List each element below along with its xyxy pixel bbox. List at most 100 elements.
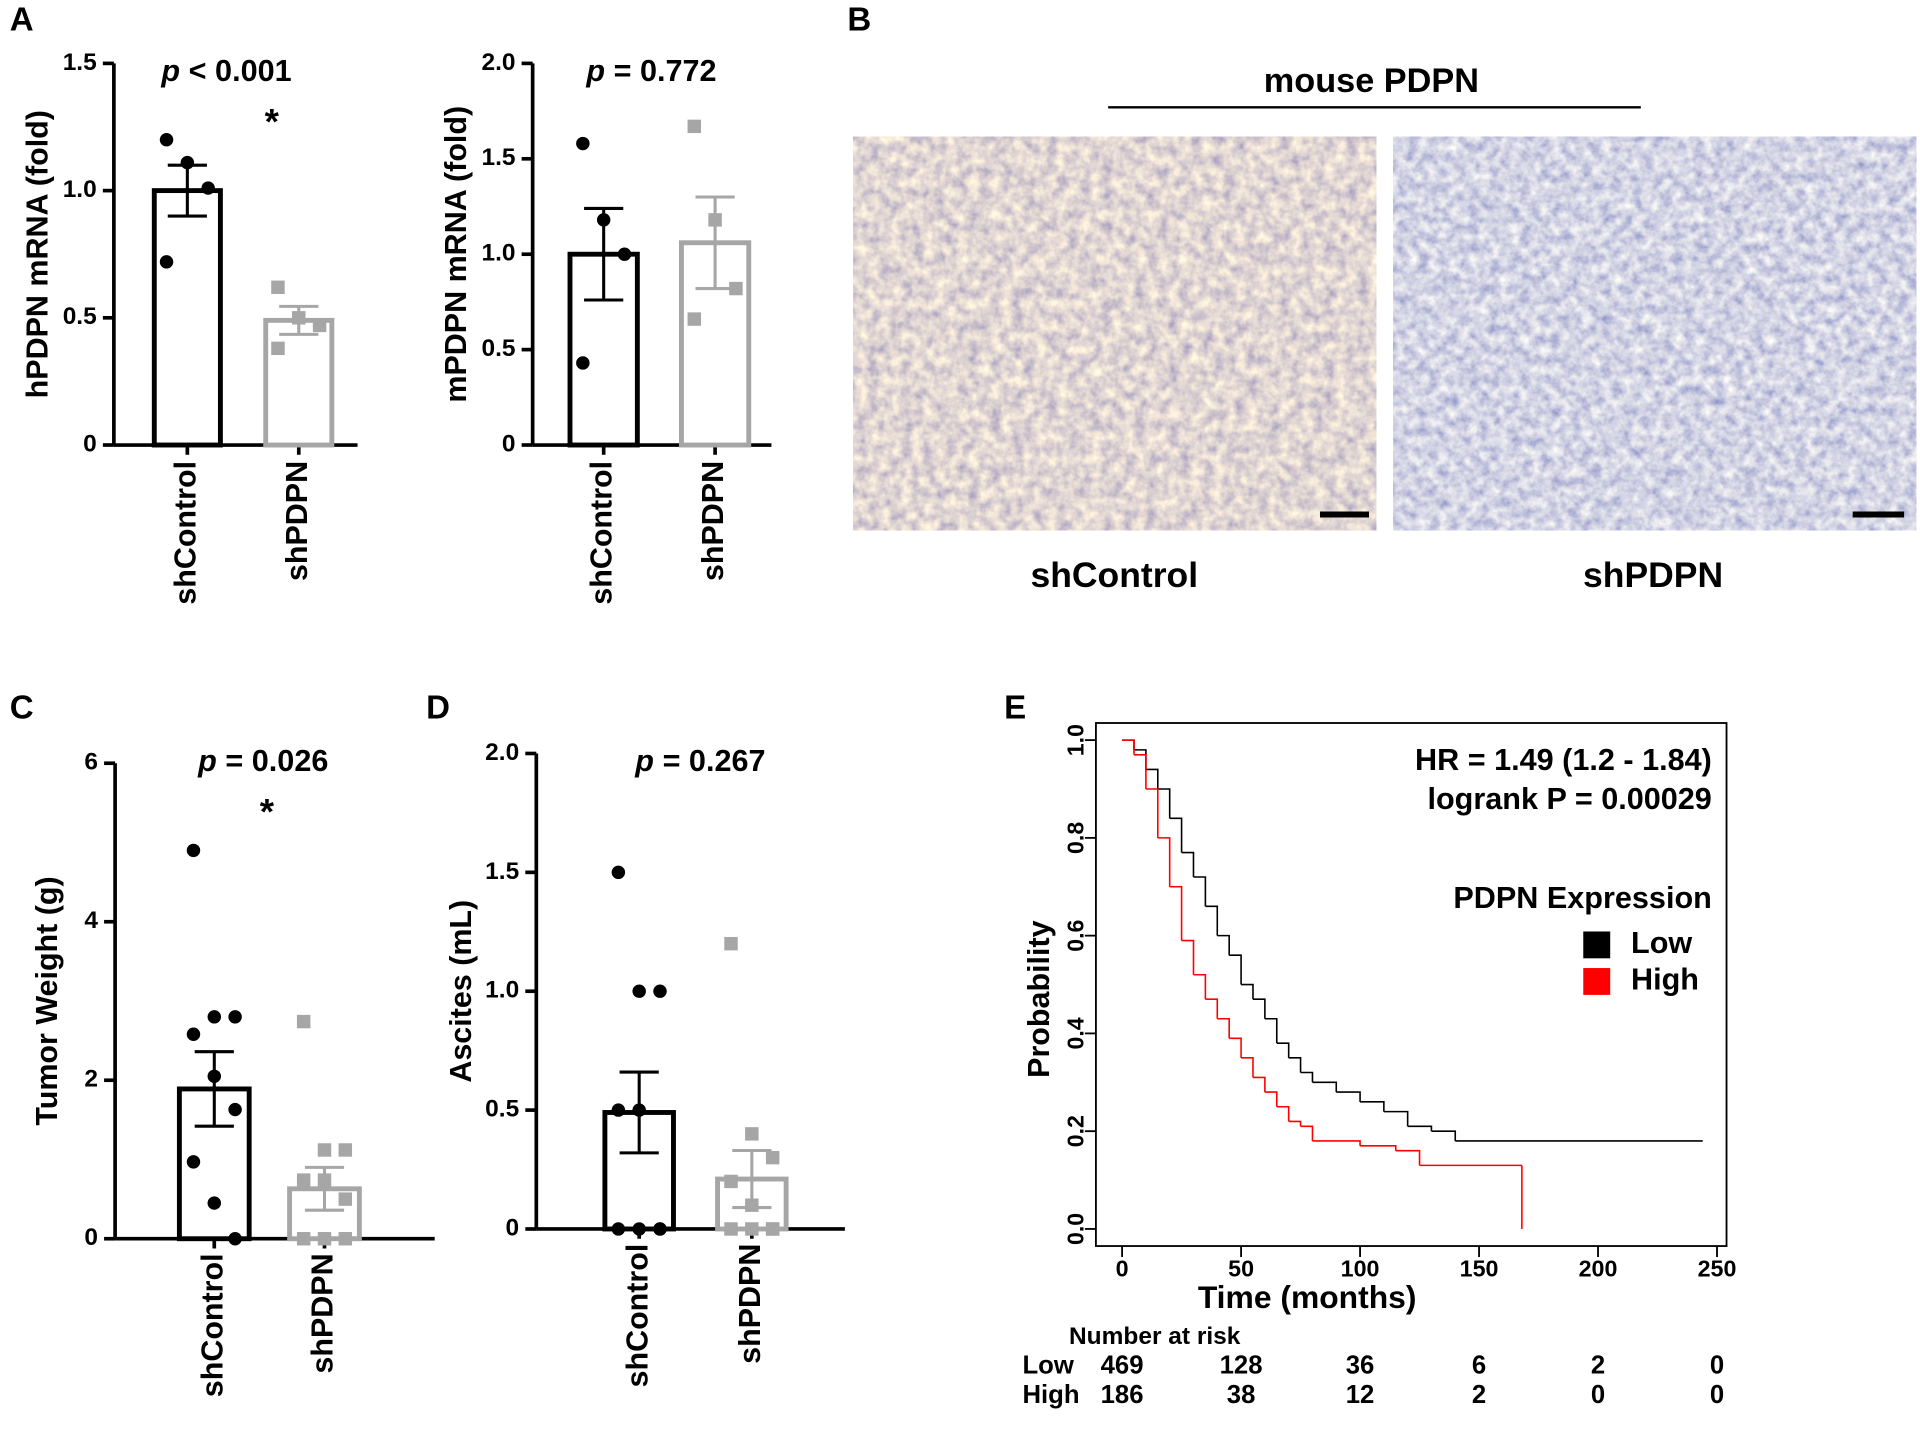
survival-step (1205, 905, 1219, 936)
y-axis-label: Ascites (mL) (444, 900, 478, 1083)
y-tick-label: 0 (506, 1214, 520, 1241)
data-point (180, 155, 195, 170)
y-axis-label: mPDPN mRNA (fold) (439, 106, 473, 403)
survival-step (1145, 768, 1159, 789)
stat-symbol: p (634, 744, 654, 778)
data-point (186, 1155, 201, 1169)
x-tick-label: 100 (1341, 1256, 1380, 1282)
survival-step (1217, 1017, 1230, 1039)
survival-step (1229, 1037, 1242, 1058)
survival-step (1312, 1081, 1338, 1093)
y-tick-label: 2.0 (485, 739, 519, 766)
data-point (745, 1127, 759, 1141)
data-point (317, 1232, 332, 1246)
legend-swatch (1583, 931, 1611, 959)
stat-label: p = 0.267 (634, 744, 765, 778)
significance: * (265, 101, 280, 142)
data-point (338, 1143, 353, 1157)
data-point (228, 1010, 242, 1024)
y-tick-label: 0.2 (1063, 1115, 1089, 1147)
x-tick-label: 50 (1228, 1256, 1254, 1282)
x-axis-label: Time (months) (1198, 1279, 1417, 1315)
y-tick-label: 1.5 (481, 144, 515, 171)
y-tick-label: 0.5 (63, 303, 97, 330)
y-tick-label: 1.5 (63, 49, 97, 76)
risk-count: 0 (1710, 1352, 1724, 1380)
survival-step (1205, 998, 1219, 1019)
micrograph (1393, 136, 1917, 531)
data-point (186, 1027, 201, 1041)
survival-step (1169, 885, 1183, 941)
survival-step (1133, 749, 1147, 770)
survival-step (1360, 1145, 1397, 1151)
y-tick-label: 0 (84, 1224, 98, 1251)
risk-count: 469 (1101, 1352, 1144, 1380)
risk-count: 2 (1472, 1381, 1486, 1409)
survival-step (1264, 1017, 1278, 1044)
stat-value: = 0.026 (225, 744, 328, 778)
survival-step (1336, 1091, 1361, 1102)
y-tick-label: 0.6 (1063, 919, 1089, 951)
y-tick-label: 0 (502, 431, 516, 458)
data-point (201, 181, 215, 195)
data-point (292, 311, 306, 325)
data-point (745, 1222, 759, 1236)
legend-label: High (1631, 963, 1699, 997)
data-point (632, 1222, 646, 1236)
x-tick-label: 150 (1460, 1256, 1499, 1282)
legend-title: PDPN Expression (1453, 881, 1711, 915)
data-point (611, 865, 626, 880)
survival-step (1300, 1071, 1314, 1083)
legend-label: Low (1631, 926, 1692, 960)
survival-step (1252, 998, 1266, 1019)
legend-swatch (1583, 968, 1611, 995)
annotation: logrank P = 0.00029 (1427, 782, 1711, 816)
survival-step (1431, 1130, 1457, 1141)
survival-step (1122, 739, 1135, 755)
risk-count: 0 (1591, 1381, 1605, 1409)
data-point (296, 1014, 311, 1029)
risk-count: 36 (1346, 1352, 1375, 1380)
data-point (724, 1174, 738, 1189)
data-point (207, 1010, 222, 1024)
y-tick-label: 1.5 (485, 858, 519, 885)
survival-step (1133, 753, 1147, 789)
data-point (296, 1232, 311, 1246)
stat-label: p = 0.772 (585, 54, 716, 88)
survival-step (1407, 1125, 1433, 1132)
data-point (159, 255, 174, 269)
significance: * (260, 791, 275, 832)
data-point (724, 936, 738, 951)
panel-label: D (426, 688, 450, 725)
data-point (186, 843, 201, 858)
data-point (271, 280, 285, 294)
data-point (765, 1150, 780, 1165)
y-tick-label: 1.0 (63, 176, 97, 203)
risk-count: 12 (1346, 1381, 1375, 1409)
data-point (708, 213, 722, 227)
data-point (317, 1173, 332, 1187)
data-point (228, 1232, 242, 1246)
survival-step (1241, 1057, 1254, 1078)
data-point (653, 984, 667, 998)
x-tick-label: shControl (195, 1253, 229, 1397)
survival-step (1288, 1057, 1302, 1073)
data-point (312, 318, 327, 333)
risk-count: 6 (1472, 1352, 1486, 1380)
survival-step (1276, 1105, 1290, 1122)
y-tick-label: 6 (84, 749, 98, 776)
survival-step (1312, 1140, 1361, 1146)
data-point (632, 1103, 646, 1117)
panel-label: A (10, 1, 34, 38)
panel-title: mouse PDPN (1264, 62, 1479, 100)
x-tick-label: shPDPN (696, 461, 730, 581)
data-point (745, 1198, 759, 1212)
risk-count: 2 (1591, 1352, 1605, 1380)
panel-label: C (10, 688, 34, 725)
data-point (207, 1196, 222, 1210)
x-tick-label: 200 (1579, 1256, 1618, 1282)
risk-count: 38 (1227, 1381, 1256, 1409)
risk-count: 0 (1710, 1381, 1724, 1409)
image-label: shControl (1030, 555, 1198, 595)
survival-step (1181, 939, 1195, 975)
